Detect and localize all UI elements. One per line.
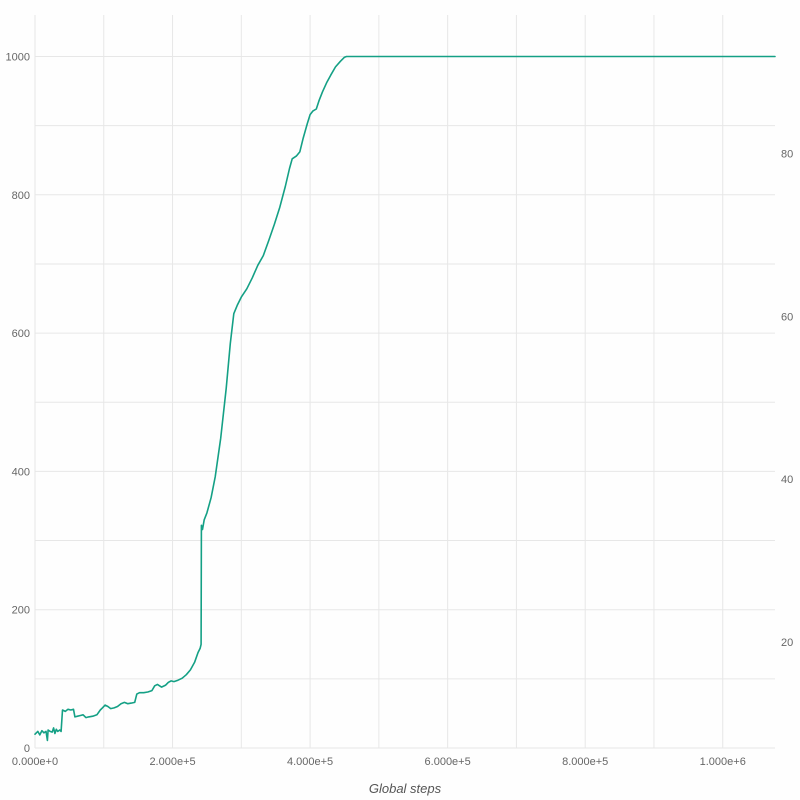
right-y-tick-label: 80 xyxy=(781,148,793,160)
x-tick-label: 1.000e+6 xyxy=(700,756,746,768)
left-y-tick-label: 800 xyxy=(12,190,30,202)
left-y-tick-label: 200 xyxy=(12,605,30,617)
left-y-tick-label: 0 xyxy=(24,743,30,755)
right-y-tick-label: 60 xyxy=(781,311,793,323)
x-tick-label: 2.000e+5 xyxy=(149,756,195,768)
x-tick-label: 4.000e+5 xyxy=(287,756,333,768)
left-y-tick-label: 600 xyxy=(12,328,30,340)
left-y-tick-label: 1000 xyxy=(6,51,30,63)
series-line xyxy=(34,55,776,742)
x-tick-label: 8.000e+5 xyxy=(562,756,608,768)
right-y-tick-label: 40 xyxy=(781,474,793,486)
x-tick-label: 0.000e+0 xyxy=(12,756,58,768)
x-tick-label: 6.000e+5 xyxy=(425,756,471,768)
right-y-tick-label: 20 xyxy=(781,637,793,649)
left-y-tick-label: 400 xyxy=(12,466,30,478)
